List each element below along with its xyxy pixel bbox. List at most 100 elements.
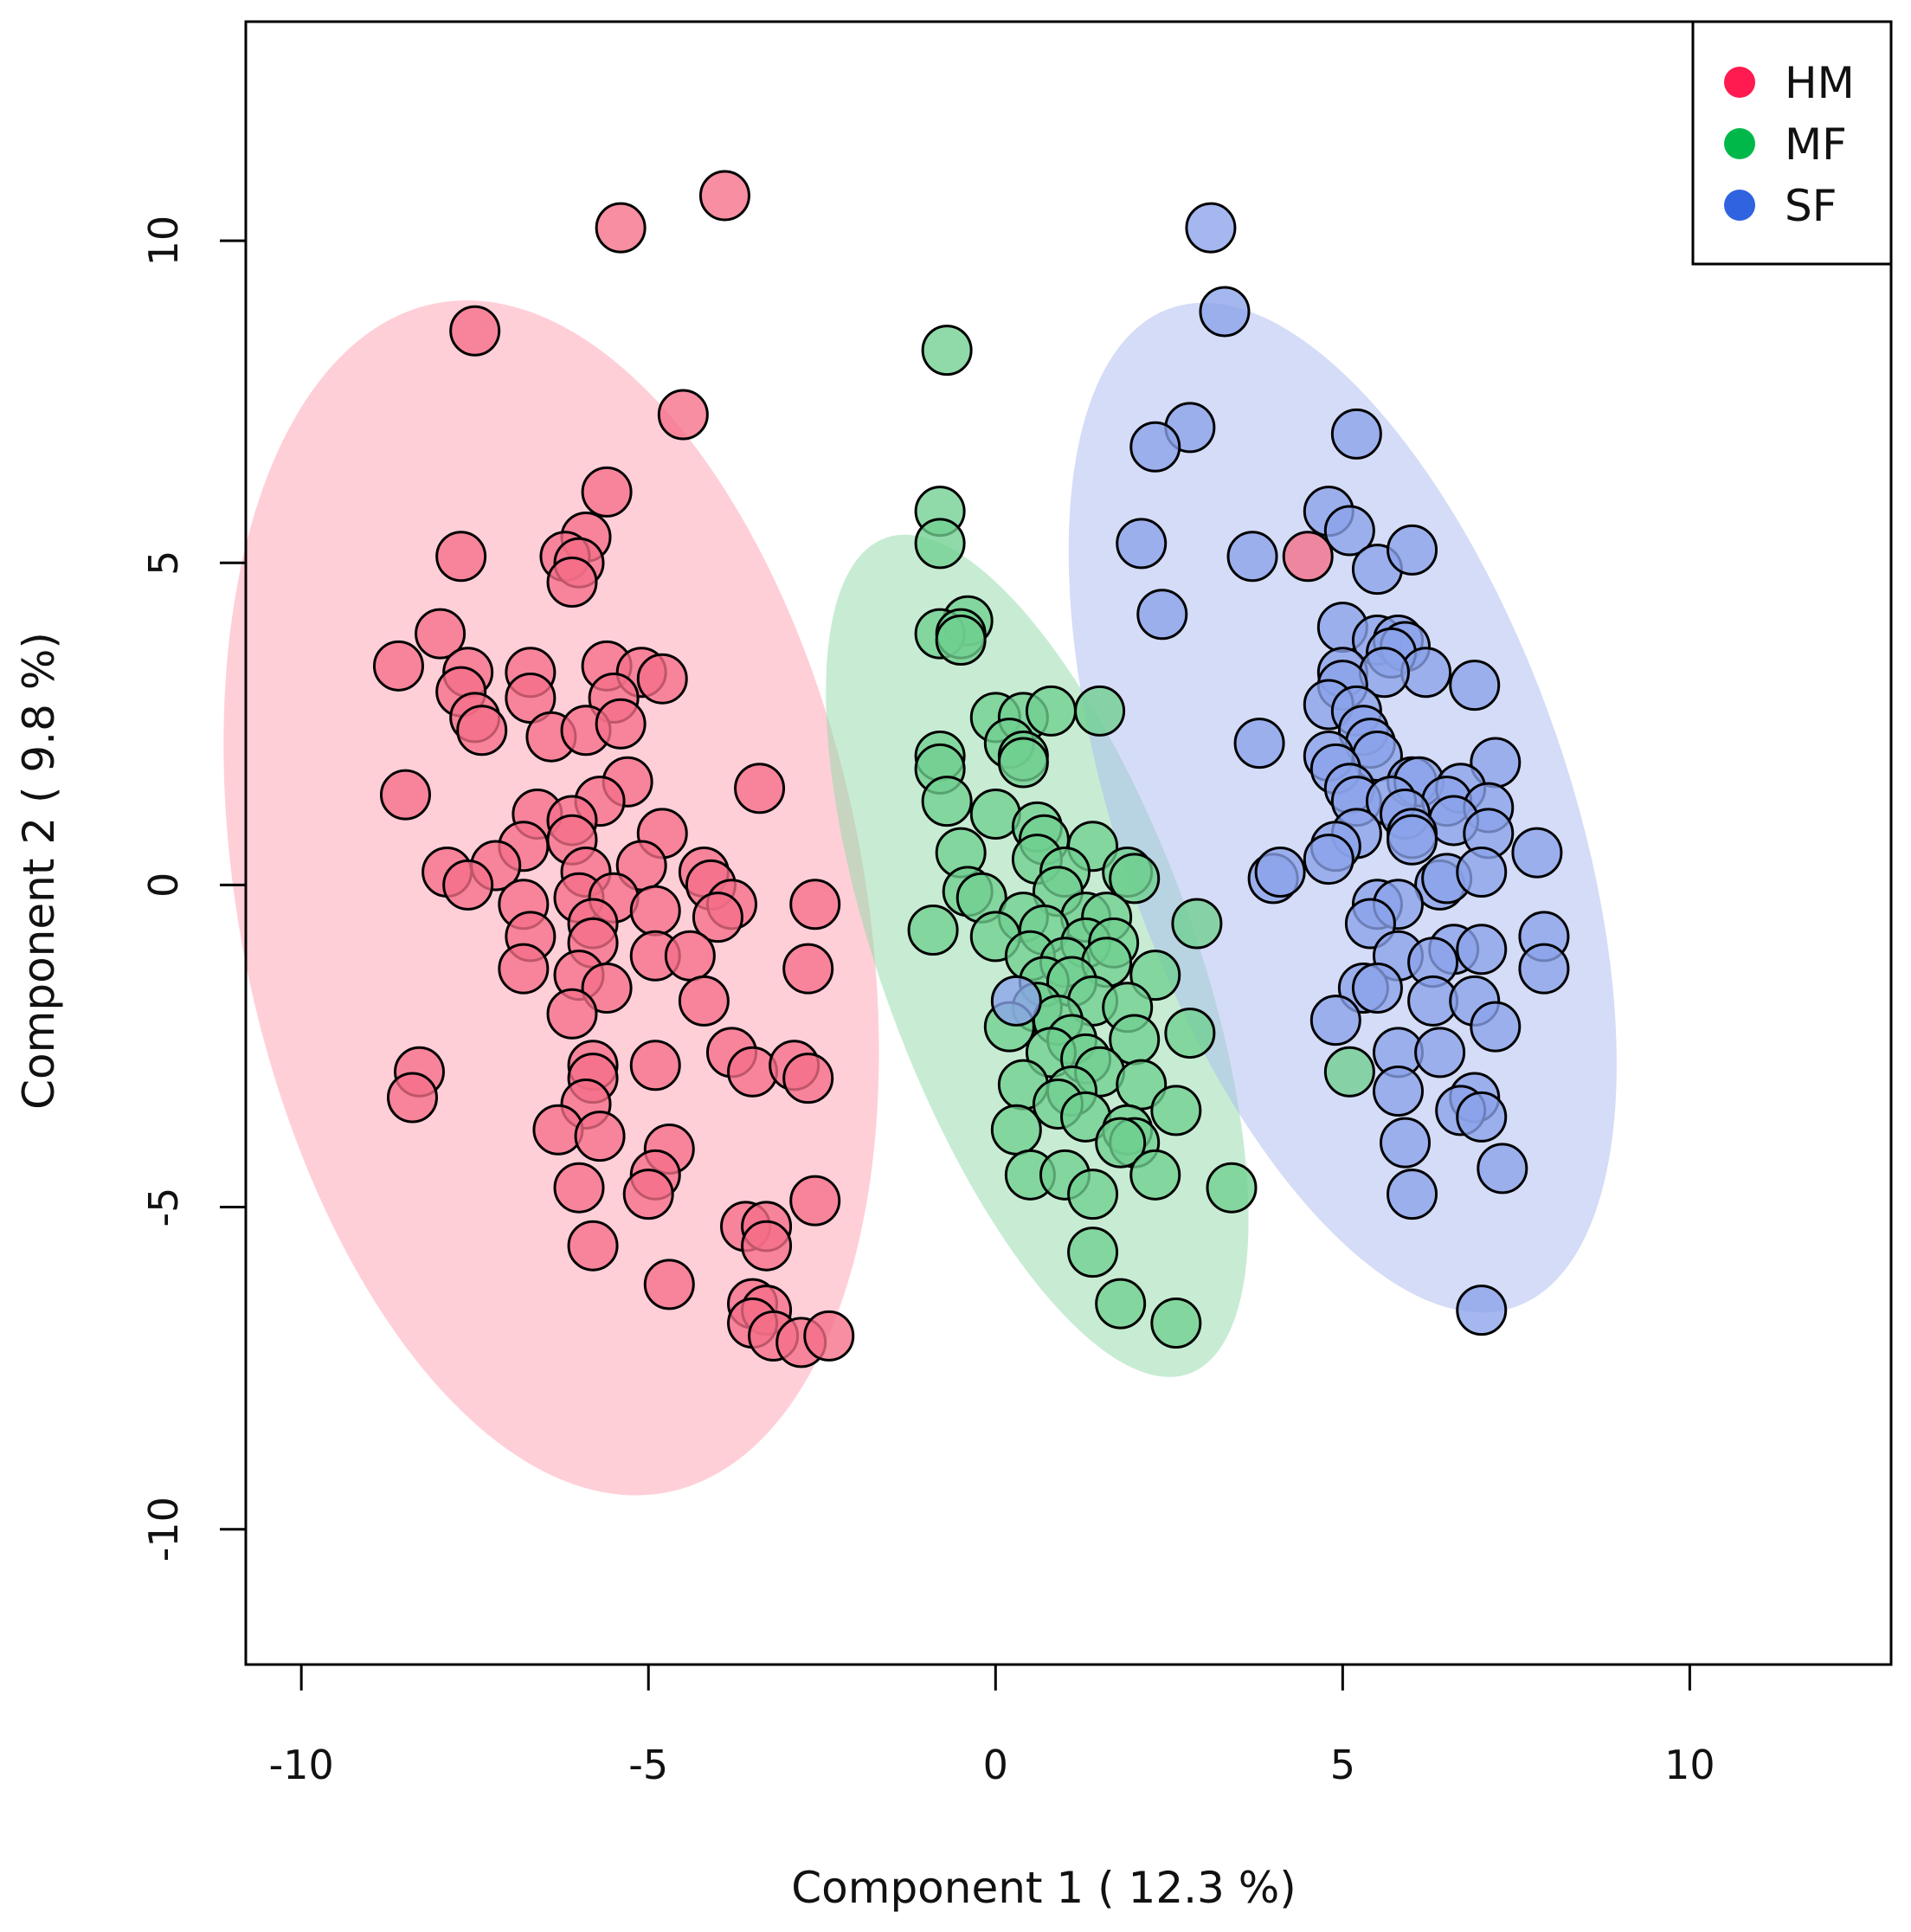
point-hm: [581, 962, 633, 1014]
point-mf: [914, 518, 966, 570]
point-mf: [907, 904, 959, 956]
point-sf: [1323, 505, 1375, 557]
point-hm: [782, 1053, 834, 1104]
point-sf: [1226, 531, 1278, 583]
point-mf: [1171, 898, 1223, 950]
legend-label: HM: [1785, 58, 1855, 108]
point-hm: [456, 705, 508, 757]
point-sf: [1330, 408, 1382, 460]
point-hm: [574, 1111, 626, 1162]
point-sf: [1456, 1285, 1508, 1336]
legend-label: MF: [1785, 119, 1847, 170]
point-mf: [1074, 685, 1126, 737]
point-hm: [629, 885, 681, 937]
x-tick-label: 0: [983, 1742, 1008, 1788]
point-sf: [1470, 1001, 1522, 1053]
x-tick-label: -5: [628, 1742, 668, 1788]
legend-marker: [1724, 67, 1755, 98]
point-mf: [1323, 1046, 1375, 1098]
y-axis-title: Component 2 ( 9.8 %): [14, 632, 64, 1110]
point-hm: [643, 1259, 695, 1311]
legend-item-mf: MF: [1724, 119, 1847, 170]
point-hm: [415, 608, 466, 660]
point-sf: [1518, 943, 1570, 995]
point-hm: [442, 859, 494, 911]
point-sf: [1387, 814, 1438, 866]
point-hm: [567, 1220, 619, 1272]
point-mf: [1067, 1227, 1119, 1278]
point-hm: [629, 1040, 681, 1092]
y-tick-label: 10: [140, 216, 187, 267]
legend-item-hm: HM: [1724, 58, 1855, 108]
point-hm: [698, 170, 750, 222]
legend-marker: [1724, 190, 1755, 221]
point-sf: [1456, 846, 1508, 898]
point-sf: [1456, 1091, 1508, 1143]
point-hm: [692, 892, 743, 943]
point-sf: [1199, 286, 1251, 338]
point-hm: [657, 389, 709, 441]
y-tick-label: 0: [140, 873, 187, 898]
point-hm: [498, 943, 550, 995]
point-sf: [1511, 827, 1563, 879]
point-hm: [372, 640, 424, 692]
point-hm: [553, 1162, 605, 1214]
point-hm: [435, 531, 487, 583]
data-points: [372, 170, 1570, 1368]
point-sf: [1136, 589, 1188, 641]
point-hm: [622, 1169, 674, 1220]
point-sf: [1233, 718, 1285, 770]
point-mf: [1095, 1278, 1147, 1330]
point-sf: [1387, 524, 1438, 576]
point-hm: [664, 930, 716, 982]
legend: HM MF SF: [1691, 20, 1893, 266]
point-hm: [595, 202, 647, 254]
x-axis: -10 -5 0 5 10: [269, 1663, 1715, 1788]
point-sf: [1309, 995, 1361, 1046]
point-mf: [1025, 685, 1077, 737]
point-hm: [789, 1175, 841, 1227]
point-sf: [1414, 1027, 1466, 1079]
y-axis: -10 -5 0 5 10: [140, 216, 246, 1562]
point-mf: [1150, 1298, 1202, 1349]
point-hm: [678, 975, 730, 1027]
x-tick-label: -10: [269, 1742, 334, 1788]
point-sf: [1303, 834, 1354, 886]
point-mf: [1109, 853, 1161, 905]
point-hm: [741, 1220, 793, 1272]
point-hm: [595, 698, 647, 750]
point-hm: [546, 988, 598, 1040]
point-sf: [1185, 202, 1237, 254]
point-mf: [1150, 1085, 1202, 1137]
point-hm: [581, 466, 633, 518]
point-mf: [1129, 1149, 1181, 1201]
point-hm: [782, 943, 834, 995]
point-sf: [990, 975, 1042, 1027]
series-mf: [907, 325, 1375, 1349]
legend-marker: [1724, 128, 1755, 159]
x-tick-label: 10: [1664, 1742, 1715, 1788]
x-axis-title: Component 1 ( 12.3 %): [791, 1863, 1297, 1913]
point-sf: [1129, 421, 1181, 473]
y-tick-label: 5: [140, 551, 187, 576]
series-hm: [372, 170, 1334, 1368]
point-sf: [1351, 962, 1403, 1014]
point-hm: [379, 769, 431, 821]
point-mf: [1206, 1162, 1258, 1214]
point-mf: [921, 776, 973, 828]
point-mf: [1164, 1008, 1216, 1059]
ellipse-hm: [223, 300, 879, 1496]
point-hm: [803, 1310, 855, 1362]
point-hm: [449, 305, 501, 357]
point-sf: [1477, 1143, 1528, 1195]
point-hm: [387, 1072, 439, 1124]
point-mf: [1095, 1117, 1147, 1169]
series-sf: [990, 202, 1570, 1336]
point-mf: [1067, 1169, 1119, 1220]
point-hm: [546, 557, 598, 609]
point-hm: [1282, 531, 1334, 583]
point-sf: [1373, 1066, 1425, 1117]
point-hm: [734, 763, 786, 815]
point-mf: [997, 737, 1049, 789]
